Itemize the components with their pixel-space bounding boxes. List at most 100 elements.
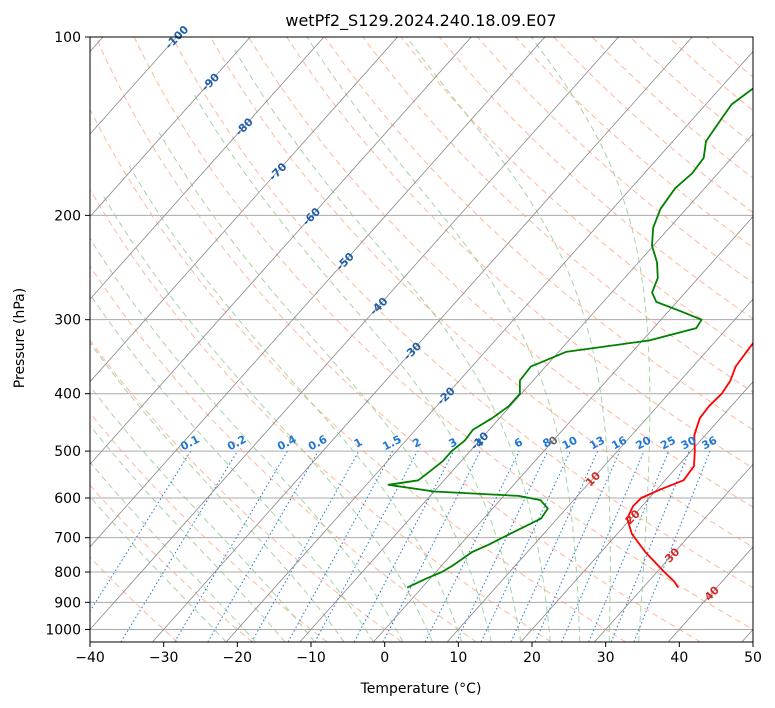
y-tick-label: 100	[54, 30, 81, 46]
isotherms	[90, 37, 753, 642]
mixing-ratio-label: 1.5	[380, 433, 403, 454]
dry-adiabat	[362, 37, 753, 393]
mixing-ratio-label: 20	[634, 434, 654, 453]
profile-series	[387, 87, 753, 589]
isobar-grid	[90, 37, 753, 630]
moist-adiabat	[530, 37, 651, 642]
x-tick-label: 20	[523, 650, 541, 666]
dry-adiabat	[286, 37, 753, 469]
x-tick-label: −30	[149, 650, 179, 666]
moist-adiabat	[406, 37, 611, 642]
x-axis-ticks: −40 −30 −20 −10 0 10 20 30 40 50	[75, 642, 762, 666]
mixing-ratio-label: 3	[447, 435, 460, 450]
mixing-ratio-label: 16	[609, 434, 629, 453]
moist-adiabat	[158, 132, 492, 642]
dry-adiabat	[324, 37, 753, 431]
dry-adiabat	[95, 37, 701, 642]
dry-adiabat	[553, 37, 753, 214]
moist-adiabat	[90, 495, 227, 642]
chart-title: wetPf2_S129.2024.240.18.09.E07	[285, 11, 556, 31]
isotherm-line	[299, 133, 753, 642]
dewpoint-profile	[387, 87, 753, 589]
moist-adiabat	[193, 94, 522, 642]
dry-adiabat	[438, 37, 753, 320]
x-tick-label: −40	[75, 650, 105, 666]
moist-adiabats	[90, 37, 651, 642]
dry-adiabat	[90, 556, 178, 642]
x-tick-label: 40	[670, 650, 688, 666]
mixing-ratio-line	[353, 450, 455, 642]
mixing-ratio-label: 0.1	[178, 433, 201, 454]
y-tick-label: 300	[54, 313, 81, 329]
y-axis-ticks: 100 200 300 400 500 600 700 800 900 1000	[45, 30, 90, 638]
isotherm-line	[90, 37, 325, 300]
y-tick-label: 700	[54, 531, 81, 547]
mixing-ratio-line	[480, 450, 571, 642]
isotherm-line	[520, 381, 753, 642]
isotherm-line	[373, 216, 753, 642]
y-tick-label: 400	[54, 387, 81, 403]
mixing-ratio-label: 1	[352, 435, 365, 450]
mixing-ratio-line	[287, 450, 394, 642]
mixing-ratio-line	[251, 450, 360, 642]
dry-adiabat	[133, 37, 753, 630]
isotherm-line	[90, 37, 251, 218]
moist-adiabat	[90, 237, 404, 642]
isotherm-line	[446, 298, 753, 642]
x-tick-label: −10	[296, 650, 326, 666]
moist-adiabat	[90, 385, 315, 642]
isotherm-line	[741, 628, 753, 642]
mixing-ratio-label: 36	[700, 434, 720, 453]
temperature-profile	[626, 341, 753, 589]
mixing-ratio-label: 0.2	[225, 433, 248, 454]
x-tick-label: 0	[380, 650, 389, 666]
isotherm-line	[90, 37, 472, 465]
mixing-ratio-label: 0.6	[306, 433, 330, 454]
moist-adiabat	[90, 424, 286, 642]
mixing-ratio-line	[120, 450, 238, 642]
mixing-ratio-line	[610, 450, 690, 642]
dry-adiabat	[400, 37, 753, 356]
dry-adiabat	[90, 265, 477, 642]
isotherm-line	[152, 37, 693, 642]
mixing-ratio-label: 30	[679, 434, 699, 453]
moist-adiabat	[234, 49, 551, 642]
mixing-ratio-line	[314, 450, 418, 642]
dry-adiabat	[591, 37, 753, 179]
mixing-ratio-lines	[90, 450, 711, 642]
isotherm-line	[90, 37, 619, 631]
isotherm-line	[667, 546, 753, 642]
dry-adiabat	[90, 188, 552, 642]
moist-adiabat	[102, 195, 433, 642]
moist-adiabat	[306, 37, 581, 642]
x-axis-label: Temperature (°C)	[360, 681, 482, 697]
mixing-ratio-line	[455, 450, 549, 642]
mixing-ratio-label: 13	[587, 434, 607, 453]
mixing-ratio-label: 6	[512, 435, 525, 450]
dry-adiabat	[667, 37, 753, 112]
mixing-ratio-line	[207, 450, 319, 642]
dry-adiabat	[90, 484, 253, 642]
mixing-ratio-line	[174, 450, 288, 642]
x-tick-label: 10	[449, 650, 467, 666]
dry-adiabat	[90, 412, 328, 642]
y-tick-label: 600	[54, 491, 81, 507]
mixing-ratio-line	[534, 450, 621, 642]
isotherm-line	[90, 37, 546, 548]
y-tick-label: 200	[54, 208, 81, 224]
mixing-ratio-line	[510, 450, 599, 642]
y-tick-label: 500	[54, 444, 81, 460]
x-tick-label: −20	[223, 650, 253, 666]
isotherm-line	[90, 37, 398, 383]
mixing-ratio-line	[424, 450, 520, 642]
y-tick-label: 800	[54, 565, 81, 581]
mixing-ratio-label: 25	[658, 434, 678, 453]
y-tick-label: 1000	[45, 622, 81, 638]
mixing-ratio-label: 10	[560, 434, 580, 453]
mixing-ratio-line	[90, 450, 192, 613]
x-tick-label: 30	[597, 650, 615, 666]
y-axis-label: Pressure (hPa)	[12, 288, 28, 388]
dry-adiabat	[90, 108, 627, 642]
isotherm-line	[225, 50, 753, 642]
